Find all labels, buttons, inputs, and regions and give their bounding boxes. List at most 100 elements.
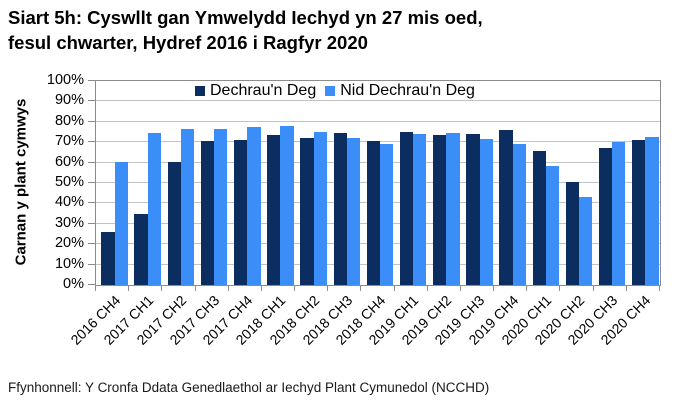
bar: [612, 142, 626, 285]
bar: [645, 137, 659, 285]
y-tick-label: 50%: [54, 174, 84, 190]
bar: [512, 144, 526, 285]
y-tick-mark: [88, 161, 95, 163]
x-tick-mark: [559, 285, 561, 291]
y-tick-label: 90%: [54, 92, 84, 109]
category-column: [196, 81, 229, 285]
bar: [267, 135, 281, 285]
category-column: [395, 81, 428, 285]
bar: [466, 134, 480, 285]
category-column: [328, 81, 361, 285]
y-tick-label: 20%: [54, 235, 84, 252]
bar: [479, 139, 493, 285]
category-column: [162, 81, 195, 285]
category-column: [96, 81, 129, 285]
bar: [413, 134, 427, 285]
bar: [214, 128, 228, 285]
bar: [313, 132, 327, 285]
x-tick-mark: [426, 285, 428, 291]
bar: [147, 133, 161, 285]
x-tick-mark: [360, 285, 362, 291]
gridline: [96, 100, 660, 102]
bar: [399, 132, 414, 285]
y-tick-label: 80%: [54, 112, 84, 129]
chart-title: Siart 5h: Cyswllt gan Ymwelydd Iechyd yn…: [8, 7, 483, 53]
bar: [300, 138, 314, 285]
bar: [247, 126, 261, 285]
y-tick-label: 100%: [46, 72, 84, 88]
y-tick-mark: [88, 284, 95, 285]
y-tick-label: 70%: [54, 133, 84, 150]
legend-item: Dechrau'n Deg: [195, 82, 317, 99]
y-tick-mark: [88, 100, 95, 102]
category-column: [428, 81, 461, 285]
bar: [532, 151, 546, 285]
bar: [579, 197, 593, 285]
y-tick-label: 10%: [54, 255, 84, 272]
legend-swatch-light: [325, 86, 336, 96]
bar: [565, 181, 580, 285]
legend-item: Nid Dechrau'n Deg: [325, 82, 475, 99]
y-tick-mark: [88, 222, 95, 224]
x-tick-mark: [393, 285, 395, 291]
category-column: [527, 81, 560, 285]
bar: [180, 128, 195, 285]
y-tick-mark: [88, 202, 95, 204]
category-column: [361, 81, 394, 285]
bar: [499, 129, 513, 285]
x-tick-mark: [659, 285, 660, 291]
legend-label: Dechrau'n Deg: [210, 82, 317, 99]
y-tick-label: 0%: [63, 276, 84, 292]
bar: [366, 141, 380, 285]
x-tick-mark: [459, 285, 461, 291]
y-tick-label: 40%: [54, 194, 84, 211]
y-tick-mark: [88, 182, 95, 183]
bar: [346, 138, 361, 285]
bar: [134, 213, 148, 285]
x-tick-mark: [194, 285, 196, 291]
bar: [433, 135, 447, 285]
y-tick-label: 30%: [54, 214, 84, 231]
bar: [598, 148, 613, 285]
bar: [101, 231, 115, 285]
x-tick-mark: [161, 285, 163, 291]
bar: [632, 140, 646, 285]
x-tick-mark: [625, 285, 627, 291]
x-tick-mark: [526, 285, 528, 291]
x-tick-mark: [128, 285, 130, 291]
y-tick-label: 60%: [54, 153, 84, 170]
x-tick-mark: [260, 285, 262, 291]
bar: [114, 161, 128, 285]
source-note: Ffynhonnell: Y Cronfa Ddata Genedlaethol…: [8, 380, 490, 395]
legend: Dechrau'n Deg Nid Dechrau'n Deg: [195, 82, 475, 99]
y-tick-mark: [88, 263, 95, 265]
bar: [545, 165, 560, 285]
category-column: [494, 81, 527, 285]
x-tick-mark: [592, 285, 594, 291]
category-column: [627, 81, 660, 285]
bar: [333, 133, 347, 285]
category-column: [229, 81, 262, 285]
category-column: [262, 81, 295, 285]
legend-swatch-dark: [195, 86, 205, 96]
x-tick-mark: [493, 285, 495, 291]
category-column: [560, 81, 593, 285]
x-tick-mark: [294, 285, 296, 291]
category-column: [461, 81, 494, 285]
category-column: [129, 81, 162, 285]
category-column: [295, 81, 328, 285]
bar: [379, 144, 394, 285]
legend-label: Nid Dechrau'n Deg: [340, 82, 475, 99]
x-tick-mark: [227, 285, 229, 291]
bar: [280, 125, 294, 285]
bar: [446, 133, 460, 285]
y-tick-mark: [88, 141, 95, 143]
bar: [167, 161, 181, 285]
bar: [200, 141, 215, 285]
y-tick-mark: [88, 243, 95, 245]
x-tick-mark: [95, 285, 96, 291]
y-tick-mark: [88, 80, 95, 81]
plot-area: [95, 80, 661, 286]
y-tick-mark: [88, 120, 95, 122]
